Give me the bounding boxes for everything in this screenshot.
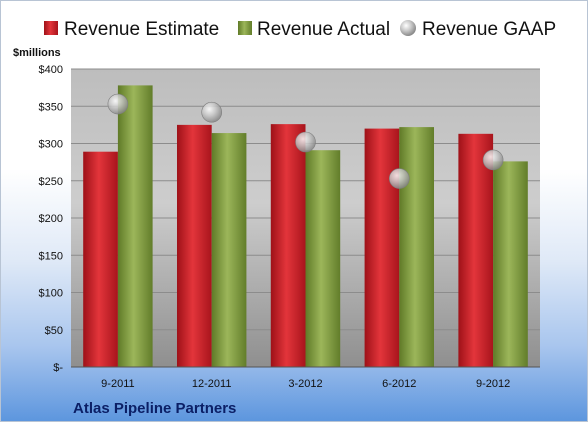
x-tick-label: 12-2011 <box>192 378 232 390</box>
bar-revenue-estimate <box>176 124 212 367</box>
x-tick-label: 9-2012 <box>476 378 510 390</box>
marker-revenue-gaap <box>295 131 316 153</box>
bar-revenue-actual <box>305 150 341 367</box>
legend-label-estimate: Revenue Estimate <box>64 19 219 40</box>
legend: Revenue Estimate Revenue Actual Revenue … <box>44 19 556 40</box>
marker-revenue-gaap <box>482 149 504 171</box>
bar-revenue-actual <box>211 133 247 367</box>
bar-revenue-estimate <box>83 151 118 367</box>
x-tick-label: 3-2012 <box>288 378 322 390</box>
y-tick-label: $150 <box>39 250 63 262</box>
y-tick-label: $50 <box>45 325 63 337</box>
y-tick-label: $200 <box>39 213 63 225</box>
y-tick-label: $350 <box>39 101 63 113</box>
bar-revenue-actual <box>399 127 435 367</box>
bars <box>83 85 528 367</box>
marker-revenue-gaap <box>201 101 222 123</box>
y-tick-label: $100 <box>39 288 63 300</box>
legend-label-actual: Revenue Actual <box>257 19 390 40</box>
bar-revenue-actual <box>493 161 528 367</box>
legend-label-gaap: Revenue GAAP <box>422 19 556 40</box>
y-axis-unit-label: $millions <box>13 47 61 59</box>
bar-revenue-estimate <box>458 133 494 367</box>
y-tick-label: $250 <box>39 176 63 188</box>
legend-swatch-estimate <box>44 21 58 35</box>
x-axis-labels: 9-2011 12-2011 3-2012 6-2012 9-2012 <box>101 378 510 390</box>
bar-revenue-actual <box>117 85 153 367</box>
x-tick-label: 6-2012 <box>382 378 416 390</box>
bar-revenue-estimate <box>270 124 306 367</box>
gaap-markers <box>107 93 504 189</box>
legend-swatch-actual <box>238 21 252 35</box>
y-tick-label: $- <box>53 362 63 374</box>
y-tick-label: $400 <box>39 64 63 76</box>
x-tick-label: 9-2011 <box>101 378 134 390</box>
y-axis-labels: $- $50 $100 $150 $200 $250 $300 $350 $400 <box>39 64 64 374</box>
marker-revenue-gaap <box>388 168 410 189</box>
company-name: Atlas Pipeline Partners <box>73 400 236 417</box>
y-tick-label: $300 <box>39 139 63 151</box>
bar-revenue-estimate <box>364 128 400 367</box>
legend-swatch-gaap <box>400 20 416 36</box>
marker-revenue-gaap <box>107 93 129 115</box>
